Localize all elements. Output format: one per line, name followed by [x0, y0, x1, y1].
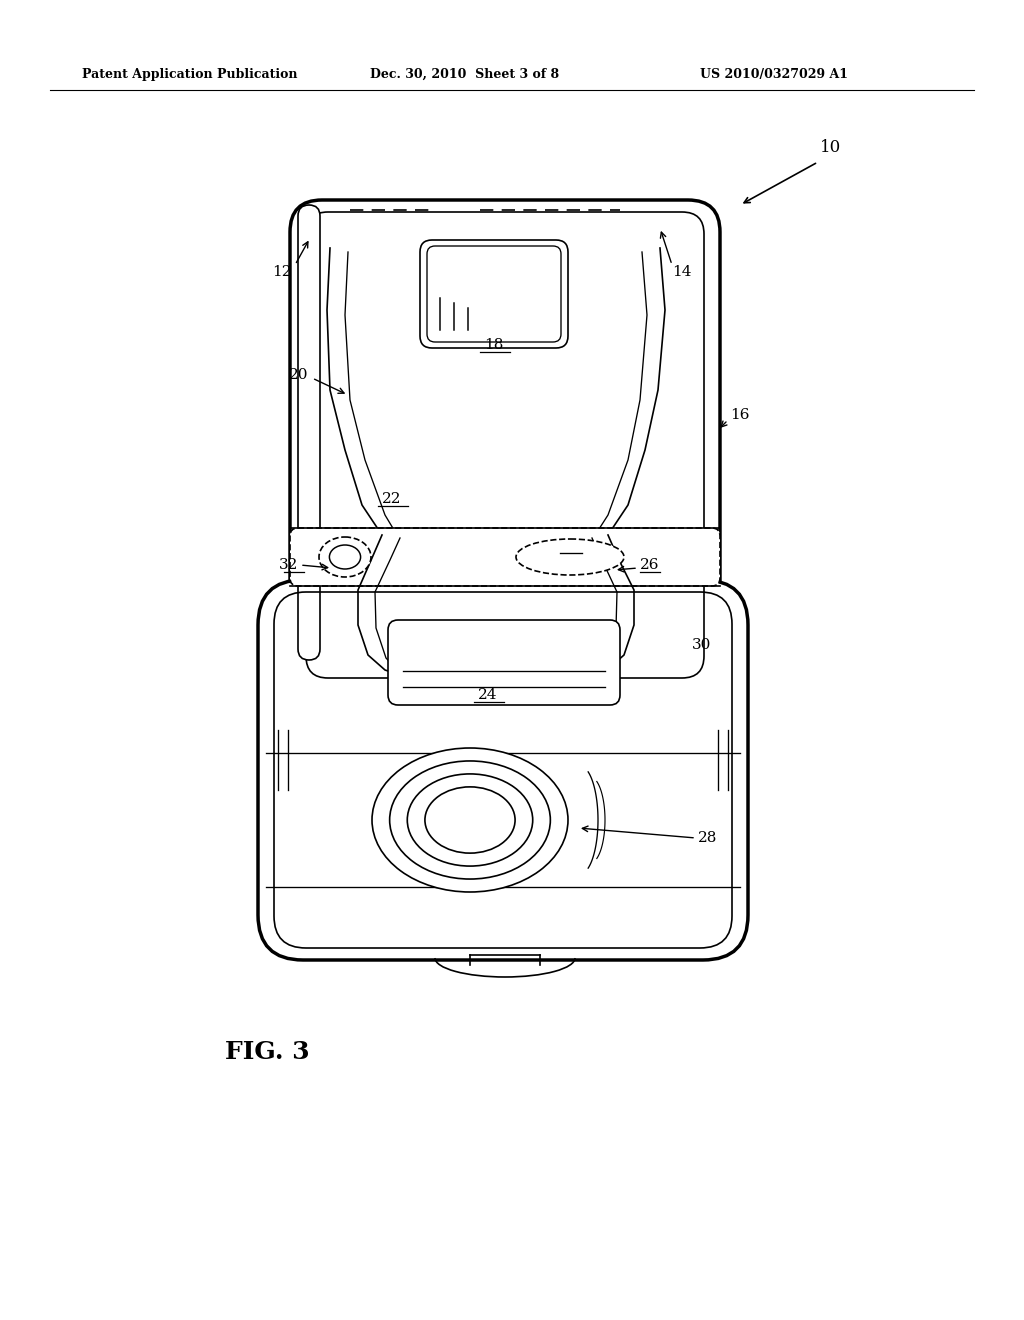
Text: FIG. 3: FIG. 3: [225, 1040, 309, 1064]
FancyBboxPatch shape: [298, 205, 319, 660]
Text: 14: 14: [672, 265, 691, 279]
Text: 26: 26: [640, 558, 659, 572]
Text: Patent Application Publication: Patent Application Publication: [82, 69, 298, 81]
FancyBboxPatch shape: [420, 240, 568, 348]
Text: 20: 20: [289, 368, 308, 381]
Ellipse shape: [319, 537, 371, 577]
FancyBboxPatch shape: [258, 579, 748, 960]
Text: US 2010/0327029 A1: US 2010/0327029 A1: [700, 69, 848, 81]
FancyBboxPatch shape: [388, 620, 620, 705]
Ellipse shape: [372, 748, 568, 892]
FancyBboxPatch shape: [290, 528, 720, 586]
Text: 10: 10: [820, 140, 842, 157]
Text: 22: 22: [382, 492, 401, 506]
FancyBboxPatch shape: [290, 201, 720, 690]
Text: 30: 30: [692, 638, 712, 652]
Text: 28: 28: [698, 832, 718, 845]
Text: 24: 24: [478, 688, 498, 702]
Text: 18: 18: [484, 338, 504, 352]
Text: Dec. 30, 2010  Sheet 3 of 8: Dec. 30, 2010 Sheet 3 of 8: [370, 69, 559, 81]
Text: 32: 32: [279, 558, 298, 572]
Ellipse shape: [330, 545, 360, 569]
Text: 16: 16: [730, 408, 750, 422]
Ellipse shape: [516, 539, 624, 576]
Text: 12: 12: [272, 265, 292, 279]
